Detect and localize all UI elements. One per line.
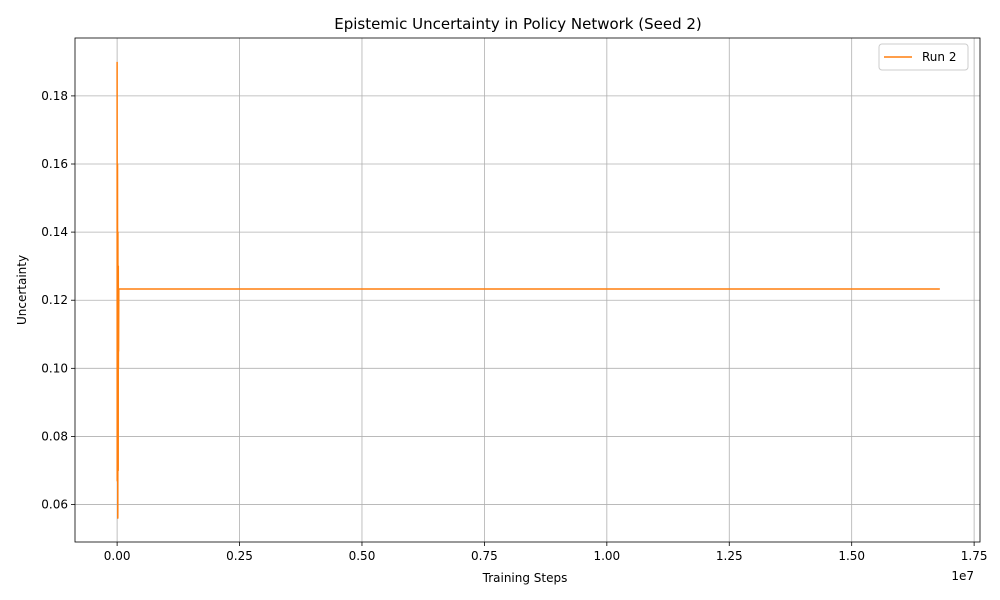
x-tick-label: 1.00 — [593, 549, 620, 563]
legend: Run 2 — [878, 43, 969, 71]
y-tick-label: 0.18 — [41, 89, 68, 103]
y-tick-label: 0.10 — [41, 361, 68, 375]
y-tick-label: 0.06 — [41, 498, 68, 512]
y-tick-label: 0.12 — [41, 293, 68, 307]
grid-lines — [75, 38, 980, 542]
x-tick-label: 1.25 — [716, 549, 743, 563]
x-axis-label: Training Steps — [482, 571, 568, 585]
y-tick-label: 0.08 — [41, 429, 68, 443]
series-layer — [116, 61, 940, 519]
x-tick-label: 1.50 — [838, 549, 865, 563]
series-line-run-2 — [116, 61, 940, 519]
plot-frame — [74, 37, 981, 543]
y-tick-label: 0.16 — [41, 157, 68, 171]
chart-title: Epistemic Uncertainty in Policy Network … — [334, 15, 702, 33]
y-axis-ticks: 0.06 0.08 0.10 0.12 0.14 0.16 0.18 — [41, 89, 75, 512]
x-tick-label: 0.25 — [226, 549, 253, 563]
y-axis-label: Uncertainty — [15, 255, 29, 325]
x-tick-label: 1.75 — [961, 549, 988, 563]
x-tick-label: 0.00 — [104, 549, 131, 563]
legend-box — [878, 43, 969, 71]
legend-entry-label: Run 2 — [922, 50, 956, 64]
x-axis-offset-label: 1e7 — [951, 569, 974, 583]
x-tick-label: 0.75 — [471, 549, 498, 563]
x-tick-label: 0.50 — [349, 549, 376, 563]
y-tick-label: 0.14 — [41, 225, 68, 239]
x-axis-ticks: 0.00 0.25 0.50 0.75 1.00 1.25 1.50 1.75 — [104, 542, 988, 563]
